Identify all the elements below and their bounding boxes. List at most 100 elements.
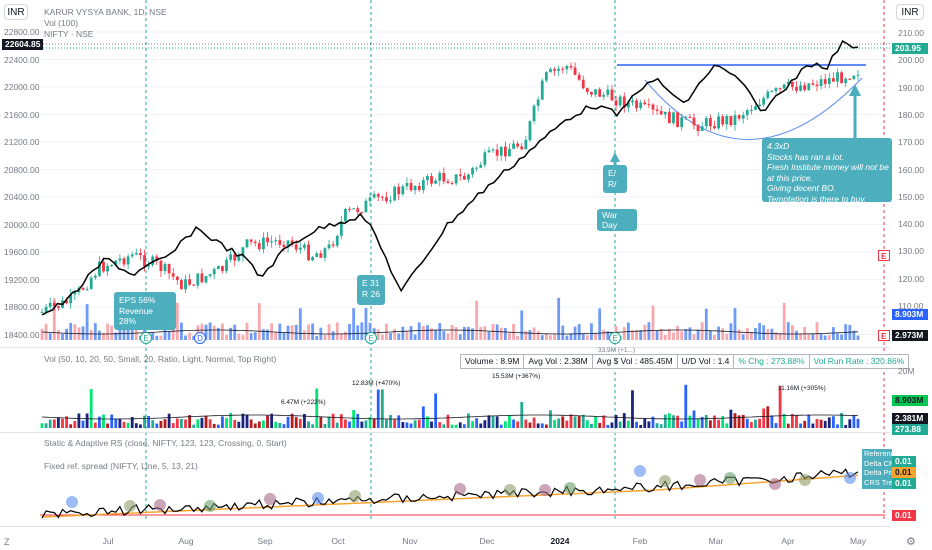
volume-pane-bar	[680, 421, 684, 428]
volume-legend[interactable]: Vol (100)	[44, 18, 79, 28]
volume-bar	[622, 327, 626, 340]
volume-pane-bar	[827, 417, 831, 428]
volume-bar	[65, 328, 69, 340]
annotation-line: E 31	[362, 278, 380, 288]
candle-body	[151, 256, 155, 266]
volume-bar	[307, 324, 310, 340]
candle-body	[688, 116, 692, 118]
volume-pane-bar	[106, 423, 110, 428]
candle-body	[651, 104, 655, 110]
candle-body	[85, 288, 89, 290]
candle-body	[446, 181, 450, 184]
rs-legend-1[interactable]: Static & Adaptive RS (close, NIFTY, 123,…	[44, 438, 287, 448]
volume-pane-bar	[163, 419, 167, 428]
volume-pane-bar	[126, 422, 130, 428]
main-trade-note[interactable]: 4.3xD Stocks has ran a lot. Fresh Instit…	[762, 138, 892, 202]
volume-pane-bar	[389, 415, 392, 428]
earnings-marker-icon[interactable]: E	[878, 250, 890, 261]
volume-pane-bar	[171, 423, 175, 428]
volume-pane-bar	[475, 418, 479, 428]
volume-pane-bar	[602, 415, 606, 428]
candle-body	[319, 253, 323, 258]
volume-bar	[766, 329, 770, 340]
volume-bar	[524, 330, 528, 340]
volume-bar	[725, 333, 729, 340]
volume-pane-bar	[319, 417, 323, 428]
eps-annotation-2[interactable]: E 31 R 26	[357, 275, 385, 305]
candle-body	[270, 241, 274, 243]
volume-bar	[856, 335, 860, 340]
volume-bar	[549, 335, 552, 340]
volume-bar	[249, 333, 253, 340]
earnings-event-icon[interactable]: E	[365, 332, 377, 344]
earnings-marker-icon[interactable]: E	[878, 330, 890, 341]
volume-pane-bar	[413, 420, 417, 428]
volume-bar	[790, 325, 794, 340]
time-axis-label: Jul	[102, 536, 114, 546]
volume-bar	[487, 331, 491, 340]
earnings-event-icon[interactable]: E	[609, 332, 621, 344]
candle-body	[499, 146, 503, 156]
rs-legend-box: Reference Delta CRS Delta Price CRS Tren…	[862, 449, 892, 489]
volume-bar	[225, 334, 228, 340]
time-axis-label: 2024	[550, 536, 570, 546]
volume-pane-bar	[364, 420, 368, 428]
candle-body	[631, 100, 634, 103]
volume-pane-bar	[52, 419, 56, 428]
volume-pane-bar	[409, 423, 413, 428]
candle-body	[241, 247, 245, 257]
earnings-event-icon[interactable]: E	[140, 332, 152, 344]
volume-pane-bar	[159, 420, 163, 428]
volume-pane-bar	[594, 416, 597, 428]
volume-bar	[680, 331, 684, 340]
candle-body	[733, 115, 737, 126]
candle-body	[557, 68, 561, 71]
candle-body	[454, 174, 458, 184]
volume-bar	[676, 325, 679, 340]
candle-body	[684, 116, 688, 118]
rs-legend-label: CRS Trend	[864, 477, 892, 487]
volume-pane-bar	[659, 424, 663, 428]
candle-body	[745, 110, 749, 115]
candle-body	[73, 292, 77, 295]
stat-ud-vol: U/D Vol : 1.4	[677, 354, 735, 369]
candle-body	[307, 244, 310, 261]
rs-legend-label: Delta CRS	[864, 458, 892, 468]
volume-bar	[836, 333, 839, 340]
candle-body	[483, 152, 487, 165]
eps-annotation-3[interactable]: E/ R/	[603, 165, 627, 193]
pane-divider[interactable]	[0, 432, 890, 433]
candle-body	[44, 306, 48, 312]
currency-button-left[interactable]: INR	[4, 4, 28, 20]
candle-body	[544, 72, 548, 81]
compare-legend[interactable]: NIFTY · NSE	[44, 29, 94, 39]
candle-body	[479, 164, 483, 168]
annotation-line: R 26	[362, 288, 380, 299]
volume-pane-bar	[401, 422, 405, 428]
volume-pane-bar	[651, 416, 655, 428]
volume-pane-bar	[733, 413, 737, 428]
currency-button-right[interactable]: INR	[896, 4, 924, 20]
eps-annotation-1[interactable]: EPS 56% Revenue 28%	[114, 292, 176, 330]
volume-pane-bar	[229, 413, 233, 428]
candle-body	[667, 111, 671, 124]
rs-legend-2[interactable]: Fixed ref. spread (NIFTY, Line, 5, 13, 2…	[44, 461, 198, 471]
candle-body	[680, 117, 684, 128]
candle-body	[376, 194, 380, 197]
volume-pane-bar	[348, 421, 351, 428]
dividend-event-icon[interactable]: D	[194, 332, 206, 344]
pane-divider[interactable]	[0, 347, 890, 348]
right-axis-label: 150.00	[898, 191, 924, 202]
war-day-annotation[interactable]: War Day	[597, 209, 637, 231]
settings-gear-icon[interactable]: ⚙	[906, 536, 916, 548]
vol-pane-legend[interactable]: Vol (50, 10, 20, 50, Small, 20, Ratio, L…	[44, 354, 277, 364]
candle-body	[155, 256, 159, 261]
note-line: Fresh Institute money will not be	[767, 162, 889, 172]
volume-bar	[811, 334, 815, 340]
candle-body	[417, 185, 421, 191]
timezone-icon[interactable]: Z	[4, 537, 10, 547]
volume-pane-bar	[286, 416, 290, 428]
volume-bar	[61, 333, 64, 340]
volume-pane-bar	[352, 409, 356, 428]
